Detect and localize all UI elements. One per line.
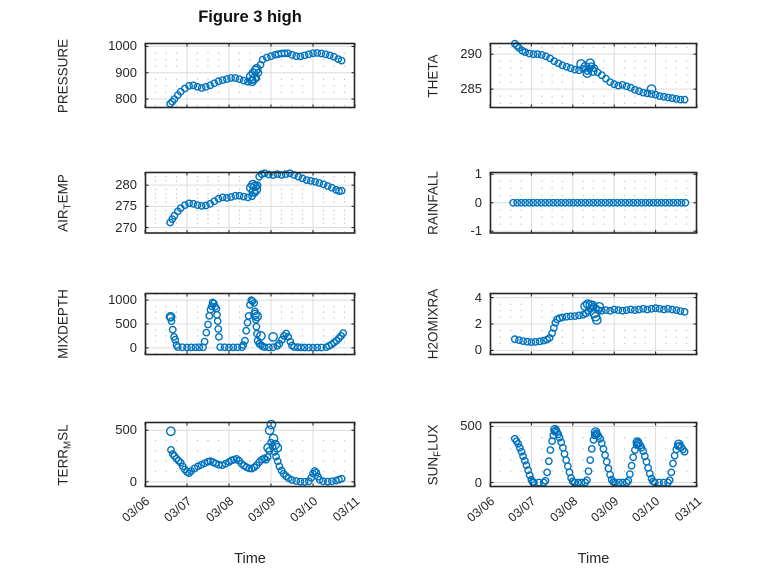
axis-box xyxy=(144,421,356,488)
x-tick-label: 03/09 xyxy=(245,494,278,525)
plot-area-terr_msl xyxy=(144,419,356,488)
x-tick-label: 03/07 xyxy=(505,494,539,525)
subplot-terr-msl xyxy=(144,419,356,488)
x-tick-label: 03/08 xyxy=(203,494,236,525)
plot-area-sun_flux xyxy=(489,421,698,488)
subplot-theta xyxy=(489,39,698,109)
y-tick-label: 270 xyxy=(115,219,137,235)
subplot-rainfall xyxy=(489,171,698,234)
axis-box xyxy=(489,42,698,109)
y-axis-label-rainfall: RAINFALL xyxy=(425,170,441,235)
y-tick-label: 280 xyxy=(115,177,137,193)
y-tick-label: 500 xyxy=(115,316,137,331)
y-tick-label: 0 xyxy=(129,473,137,489)
scatter-series-air_temp xyxy=(166,169,346,227)
scatter-series-theta xyxy=(510,39,689,104)
x-tick-label: 03/11 xyxy=(671,494,704,525)
y-axis-label-air_temp: AIRTEMP xyxy=(55,173,74,232)
y-tick-label: 0 xyxy=(474,342,482,358)
minor-grid-dots xyxy=(154,52,346,107)
x-tick-label: 03/06 xyxy=(464,494,497,525)
major-grid xyxy=(490,43,697,108)
y-axis-label-h2omixra: H2OMIXRA xyxy=(425,288,441,360)
subplot-pressure xyxy=(144,42,356,109)
axis-box xyxy=(489,292,698,356)
axis-box xyxy=(144,292,356,356)
y-tick-label: 275 xyxy=(115,198,137,214)
y-tick-label: 800 xyxy=(115,91,137,107)
axis-box xyxy=(144,171,356,234)
y-tick-label: 0 xyxy=(129,339,137,355)
y-axis-label-pressure: PRESSURE xyxy=(55,38,71,113)
x-tick-label: 03/10 xyxy=(287,494,320,525)
x-tick-label: 03/06 xyxy=(119,494,152,525)
scatter-series-sun_flux xyxy=(510,424,689,487)
scatter-series-terr_msl xyxy=(165,419,346,486)
axis-box xyxy=(489,171,698,234)
x-tick-label: 03/07 xyxy=(161,494,194,525)
y-axis-label-terr_msl: TERRMSL xyxy=(55,423,74,486)
y-tick-label: 290 xyxy=(460,46,482,62)
subplot-h2omixra xyxy=(489,292,698,356)
y-axis-label-theta: THETA xyxy=(425,53,441,98)
plot-area-mixdepth xyxy=(144,292,356,356)
y-tick-label: 1000 xyxy=(108,292,137,308)
y-tick-label: 0 xyxy=(474,194,482,210)
subplot-air-temp xyxy=(144,169,356,234)
plot-area-theta xyxy=(489,39,698,109)
x-tick-label: 03/08 xyxy=(546,494,580,525)
x-axis-label-right: Time xyxy=(577,551,610,567)
x-tick-label: 03/11 xyxy=(329,494,362,525)
y-tick-label: 2 xyxy=(474,316,482,331)
y-axis-label-mixdepth: MIXDEPTH xyxy=(55,289,71,359)
figure-title: Figure 3 high xyxy=(198,8,302,26)
scatter-series-mixdepth xyxy=(165,296,348,352)
y-tick-label: 500 xyxy=(460,418,482,434)
y-tick-label: 500 xyxy=(115,422,137,438)
x-axis-label-left: Time xyxy=(234,551,266,567)
plot-area-pressure xyxy=(144,42,356,109)
x-tick-label: 03/09 xyxy=(588,494,622,525)
y-tick-label: -1 xyxy=(470,223,482,239)
plot-area-rainfall xyxy=(489,171,698,234)
y-axis-label-sun_flux: SUNFLUX xyxy=(425,424,444,485)
minor-grid-dots xyxy=(499,46,688,104)
axis-box xyxy=(144,42,356,109)
scatter-series-rainfall xyxy=(509,198,690,207)
minor-grid-dots xyxy=(154,439,346,473)
plot-area-air_temp xyxy=(144,169,356,234)
y-tick-label: 1 xyxy=(474,166,482,182)
plot-area-h2omixra xyxy=(489,292,698,356)
y-tick-label: 285 xyxy=(460,81,482,97)
axis-box xyxy=(489,421,698,488)
subplot-mixdepth xyxy=(144,292,356,356)
y-tick-label: 4 xyxy=(474,289,482,305)
x-tick-label: 03/10 xyxy=(629,494,663,525)
minor-grid-dots xyxy=(499,180,688,225)
y-tick-label: 900 xyxy=(115,64,137,80)
scatter-series-h2omixra xyxy=(510,299,689,346)
subplot-sun-flux xyxy=(489,421,698,488)
y-tick-label: 0 xyxy=(474,474,482,490)
y-tick-label: 1000 xyxy=(108,38,137,54)
scatter-series-pressure xyxy=(166,49,346,108)
